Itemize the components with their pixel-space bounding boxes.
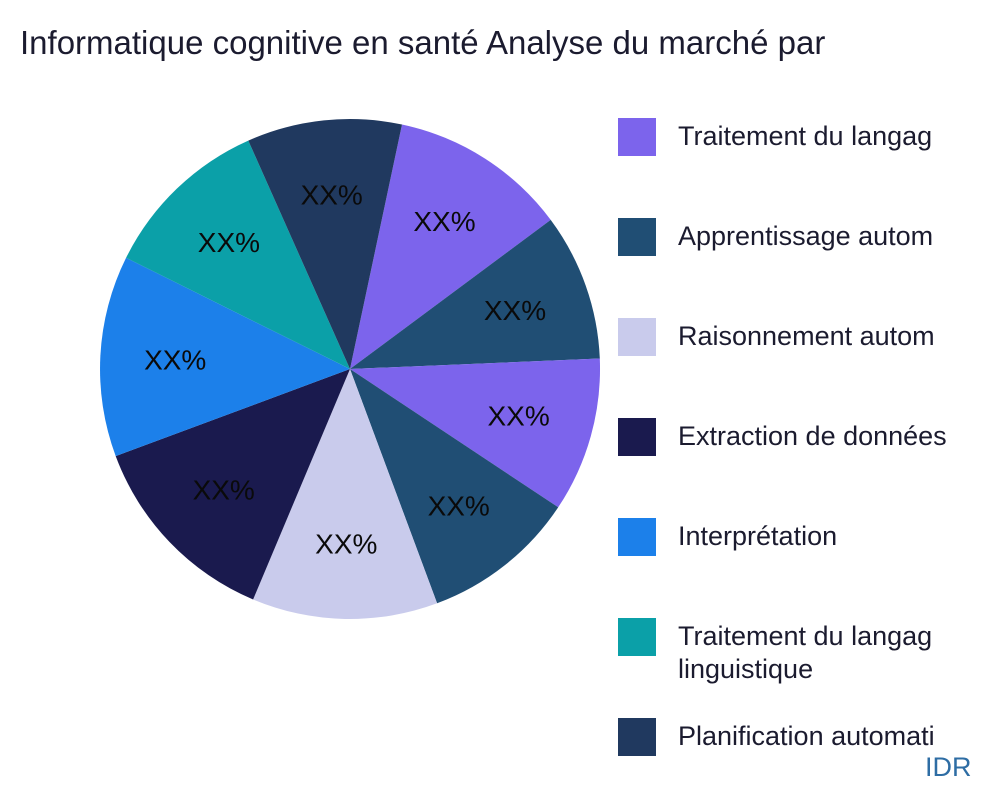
legend-item: Apprentissage autom	[618, 218, 933, 256]
legend-label: Traitement du langag linguistique	[678, 618, 932, 686]
pie-slice-label: XX%	[315, 529, 377, 560]
pie-slice-label: XX%	[301, 180, 363, 211]
pie-slice-4	[350, 369, 559, 604]
pie-slice-6	[115, 369, 350, 600]
legend-label: Planification automati	[678, 718, 935, 753]
pie-slice-5	[253, 369, 438, 620]
pie-slice-3	[350, 358, 601, 508]
legend-item: Planification automati	[618, 718, 935, 756]
watermark-idr: IDR	[925, 752, 972, 782]
pie-slice-label: XX%	[198, 227, 260, 258]
pie-slice-1	[350, 124, 551, 369]
pie-slice-label: XX%	[487, 401, 549, 432]
pie-slice-label: XX%	[193, 475, 255, 506]
legend-swatch	[618, 618, 656, 656]
pie-slice-label: XX%	[413, 206, 475, 237]
legend-label: Interprétation	[678, 518, 837, 553]
legend-swatch	[618, 218, 656, 256]
legend-label-line1: Interprétation	[678, 521, 838, 551]
legend-label-line1: Extraction de données	[678, 421, 947, 451]
legend-label-line1: Raisonnement autom	[678, 321, 935, 351]
pie-slice-label: XX%	[484, 295, 546, 326]
legend-item: Raisonnement autom	[618, 318, 935, 356]
legend-label: Apprentissage autom	[678, 218, 933, 253]
pie-slice-label: XX%	[144, 344, 206, 375]
pie-slice-2	[350, 219, 600, 369]
legend-swatch	[618, 718, 656, 756]
legend-label: Traitement du langag	[678, 118, 932, 153]
pie-slice-7	[100, 257, 350, 457]
legend-label-line1: Apprentissage autom	[678, 221, 934, 251]
pie-slice-9	[248, 119, 402, 369]
legend-swatch	[618, 318, 656, 356]
legend-swatch	[618, 418, 656, 456]
legend-item: Traitement du langag linguistique	[618, 618, 932, 686]
legend-label: Raisonnement autom	[678, 318, 935, 353]
legend-label: Extraction de données	[678, 418, 947, 453]
legend-label-line1: Traitement du langag	[678, 121, 933, 151]
legend: Traitement du langag Apprentissage autom…	[618, 0, 1000, 800]
legend-label-line1: Traitement du langag	[678, 621, 933, 651]
pie-slice-8	[126, 140, 350, 369]
legend-swatch	[618, 518, 656, 556]
legend-label-line1: Planification automati	[678, 721, 935, 751]
chart-title: Informatique cognitive en santé Analyse …	[20, 24, 826, 61]
legend-item: Interprétation	[618, 518, 837, 556]
legend-swatch	[618, 118, 656, 156]
legend-label-line2: linguistique	[678, 654, 814, 684]
legend-item: Extraction de données	[618, 418, 947, 456]
pie-slice-label: XX%	[428, 491, 490, 522]
legend-item: Traitement du langag	[618, 118, 932, 156]
